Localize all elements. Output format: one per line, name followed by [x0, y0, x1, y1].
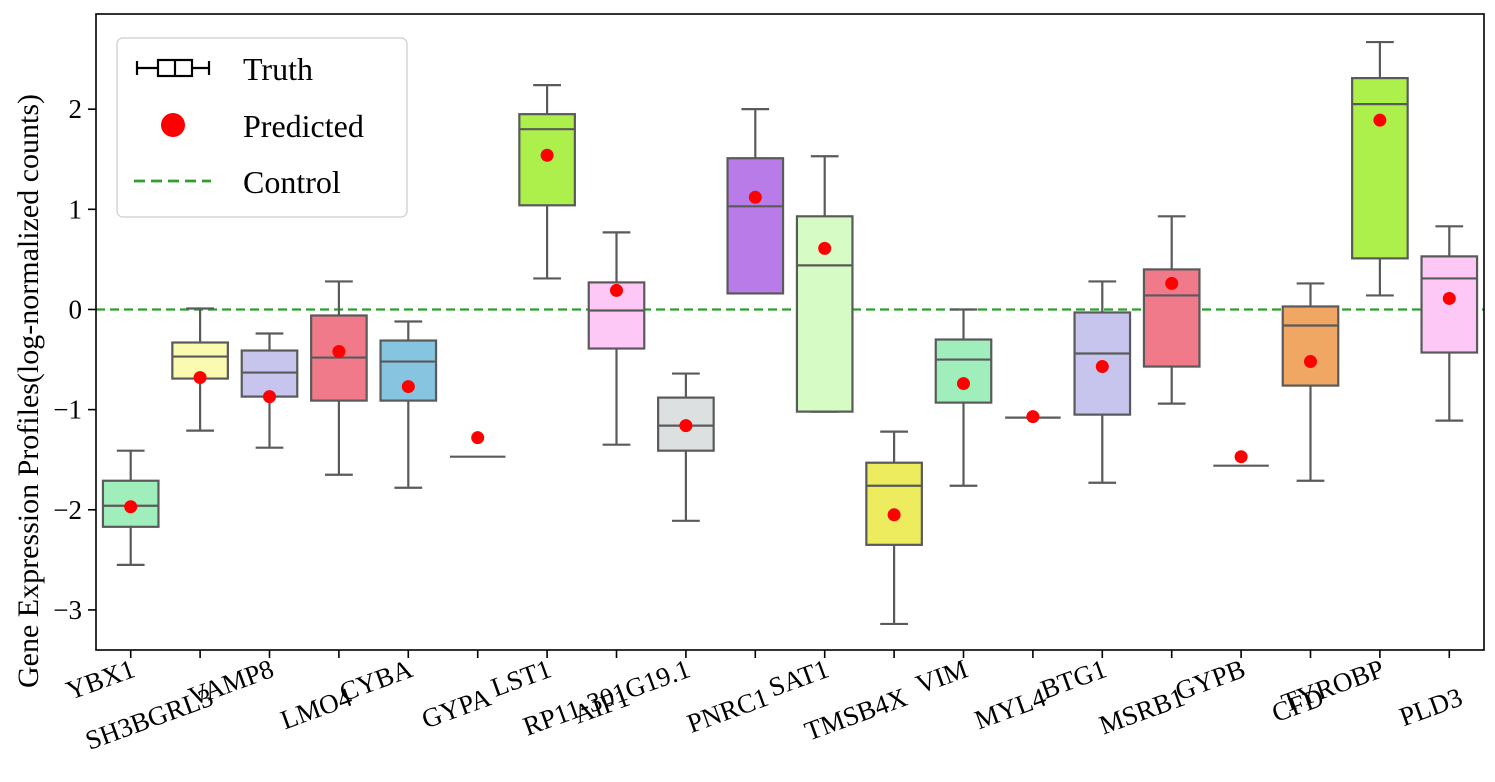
box-pnrc1 — [726, 108, 785, 295]
box-rp11-301g19.1 — [657, 372, 715, 522]
box-tmsb4x — [865, 430, 923, 626]
iqr-box — [934, 338, 993, 404]
y-tick-label: 1 — [69, 194, 83, 224]
y-tick-label: −2 — [53, 495, 82, 525]
y-tick-label: 2 — [69, 94, 83, 124]
predicted-point-sh3bgrl3 — [193, 371, 207, 385]
predicted-point-aif1 — [610, 283, 623, 297]
x-axis: YBX1SH3BGRL3VAMP8LMO4CYBAGYPALST1AIF1RP1… — [62, 650, 1466, 756]
x-category-label: BTG1 — [1037, 653, 1111, 704]
x-category-label: VAMP8 — [185, 653, 278, 711]
predicted-point-lst1 — [540, 148, 554, 162]
predicted-point-btg1 — [1095, 360, 1109, 374]
predicted-point-cyba — [401, 380, 415, 394]
x-category-label: MYL4 — [971, 682, 1051, 735]
box-vamp8 — [240, 332, 299, 449]
iqr-box — [379, 339, 438, 402]
predicted-point-tyrobp — [1373, 113, 1387, 127]
predicted-point-vim — [957, 377, 970, 391]
y-axis-title: Gene Expression Profiles(log-normalized … — [12, 94, 45, 688]
box-cfd — [1281, 282, 1340, 482]
x-category-label: YBX1 — [62, 653, 139, 705]
predicted-point-tmsb4x — [887, 508, 901, 522]
legend-boxplot-icon — [135, 58, 211, 78]
legend-predicted-dot — [161, 113, 185, 137]
y-tick-label: 0 — [69, 294, 83, 324]
x-category-label: LST1 — [487, 653, 555, 702]
x-category-label: TMSB4X — [801, 682, 912, 747]
legend-frame — [116, 37, 408, 218]
x-category-label: CYBA — [336, 653, 417, 707]
box-btg1 — [1073, 280, 1132, 484]
y-axis: −3 −2 −1 0 1 2 — [53, 94, 96, 625]
x-category-label: PLD3 — [1395, 682, 1466, 732]
y-tick-label: −3 — [53, 595, 82, 625]
box-pld3 — [1420, 225, 1479, 422]
predicted-point-rp11-301g19.1 — [679, 419, 693, 433]
predicted-point-gypa — [471, 431, 485, 445]
box-msrb1 — [1142, 215, 1201, 405]
predicted-point-pnrc1 — [748, 190, 762, 204]
x-category-label: VIM — [912, 653, 972, 699]
predicted-point-pld3 — [1442, 291, 1456, 305]
iqr-box — [1351, 77, 1409, 260]
predicted-point-lmo4 — [332, 345, 346, 359]
x-category-label: GYPA — [418, 682, 495, 735]
predicted-point-sat1 — [818, 241, 832, 255]
box-sh3bgrl3 — [171, 307, 229, 432]
x-category-label: MSRB1 — [1095, 682, 1188, 740]
legend-label-control: Control — [243, 164, 341, 200]
iqr-box — [726, 157, 785, 295]
box-tyrobp — [1351, 40, 1409, 297]
predicted-point-myl4 — [1026, 410, 1040, 424]
box-aif1 — [587, 231, 646, 446]
y-tick-label: −1 — [53, 395, 82, 425]
predicted-points-layer — [124, 113, 1456, 522]
x-category-label: TYROBP — [1278, 653, 1388, 718]
box-vim — [934, 308, 993, 487]
box-cyba — [379, 320, 438, 489]
predicted-point-cfd — [1304, 355, 1317, 369]
predicted-point-vamp8 — [263, 390, 276, 404]
box-lst1 — [518, 84, 576, 280]
x-category-label: PNRC1 — [683, 682, 772, 739]
iqr-box — [865, 461, 923, 546]
box-lmo4 — [310, 280, 368, 476]
box-sat1 — [795, 155, 854, 413]
predicted-point-msrb1 — [1165, 276, 1179, 290]
plot-frame — [95, 13, 1485, 651]
boxes-layer — [101, 40, 1479, 626]
x-category-label: SAT1 — [765, 653, 833, 702]
predicted-point-ybx1 — [124, 500, 138, 514]
legend: Truth Predicted Control — [116, 37, 408, 218]
legend-label-predicted: Predicted — [243, 108, 364, 144]
iqr-box — [1281, 305, 1340, 387]
x-category-label: GYPB — [1171, 653, 1249, 706]
predicted-point-gypb — [1234, 450, 1248, 464]
legend-label-truth: Truth — [243, 51, 313, 87]
